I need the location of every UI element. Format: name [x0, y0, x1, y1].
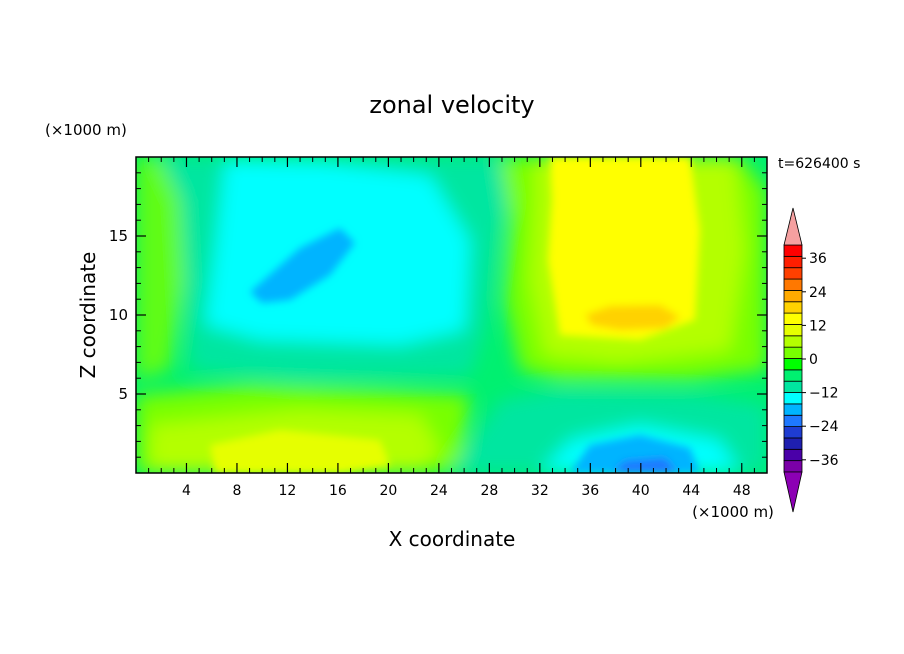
x-axis-label: X coordinate: [389, 527, 516, 551]
y-tick-label: 10: [109, 306, 128, 324]
colorbar-level: [783, 392, 803, 405]
x-tick-label: 16: [329, 483, 347, 499]
colorbar-level: [783, 437, 803, 450]
x-tick-label: 28: [480, 483, 498, 499]
colorbar-level: [783, 358, 803, 371]
x-tick-label: 8: [232, 483, 241, 499]
colorbar-level: [783, 244, 803, 257]
colorbar-tick-label: 36: [809, 251, 827, 267]
colorbar-level: [783, 312, 803, 325]
colorbar-level: [783, 414, 803, 428]
colorbar-level: [783, 324, 803, 337]
y-axis-ticks: 5 10 15: [109, 172, 767, 458]
time-label: t=626400 s: [778, 156, 860, 172]
y-axis-label: Z coordinate: [76, 252, 100, 379]
colorbar-level: [783, 380, 803, 393]
colorbar-level: [783, 369, 803, 382]
x-tick-label: 48: [733, 483, 751, 499]
left-edge-region: [136, 157, 188, 380]
x-tick-label: 36: [581, 483, 599, 499]
upper-right-yellow: [548, 157, 700, 340]
x-axis-ticks: 4 8 12 16 20 24 28 32 36 40 44 48: [148, 157, 755, 499]
chart-title: zonal velocity: [369, 91, 534, 119]
x-unit-label: (×1000 m): [692, 503, 774, 521]
upper-left-lightblue: [250, 228, 355, 303]
colorbar-level: [783, 289, 803, 303]
colorbar-level: [783, 448, 803, 462]
colorbar-level: [783, 426, 803, 439]
colorbar-level: [783, 403, 803, 416]
colorbar-level: [783, 335, 803, 348]
y-tick-label: 15: [109, 227, 128, 245]
colorbar-level: [783, 255, 803, 269]
lower-left-yellow: [210, 430, 390, 473]
colorbar-tick-label: −36: [809, 453, 839, 469]
upper-right-orange: [585, 305, 680, 330]
colorbar-level: [783, 301, 803, 314]
contour-field: [136, 157, 767, 473]
colorbar-tick-label: −24: [809, 419, 839, 435]
z-unit-label: (×1000 m): [45, 121, 127, 139]
colorbar-level: [783, 460, 803, 473]
colorbar-level: [783, 278, 803, 291]
colorbar-level: [783, 267, 803, 280]
x-tick-label: 12: [279, 483, 297, 499]
x-tick-label: 32: [531, 483, 549, 499]
colorbar-tick-label: 0: [809, 352, 818, 368]
x-tick-label: 20: [379, 483, 397, 499]
x-tick-label: 40: [632, 483, 650, 499]
x-tick-label: 4: [182, 483, 191, 499]
colorbar: 36 24 12 0 −12 −24 −36: [783, 207, 839, 513]
x-tick-label: 44: [682, 483, 700, 499]
colorbar-level: [783, 346, 803, 359]
x-tick-label: 24: [430, 483, 448, 499]
colorbar-tick-label: −12: [809, 386, 839, 402]
colorbar-extend-low: [783, 471, 803, 513]
y-tick-label: 5: [118, 385, 128, 403]
colorbar-tick-label: 12: [809, 318, 827, 334]
colorbar-tick-label: 24: [809, 285, 827, 301]
colorbar-extend-high: [783, 207, 803, 246]
